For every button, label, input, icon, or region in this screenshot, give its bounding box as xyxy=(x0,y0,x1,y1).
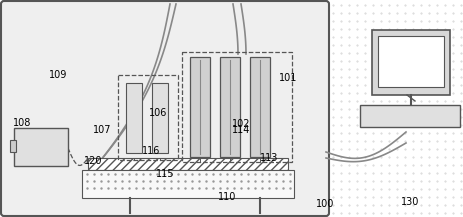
Text: 130: 130 xyxy=(400,197,419,207)
Bar xyxy=(250,57,269,157)
Text: 110: 110 xyxy=(218,192,236,202)
Bar xyxy=(82,170,294,198)
Bar xyxy=(219,57,239,157)
Bar xyxy=(371,30,449,95)
Bar xyxy=(10,140,16,152)
Text: 116: 116 xyxy=(141,146,160,156)
Bar xyxy=(14,128,68,166)
Bar xyxy=(377,36,443,87)
Text: 109: 109 xyxy=(49,70,67,80)
Text: 120: 120 xyxy=(83,156,102,166)
Text: 107: 107 xyxy=(93,125,111,135)
FancyBboxPatch shape xyxy=(1,1,328,216)
Bar xyxy=(189,57,210,157)
Bar xyxy=(181,52,291,162)
Text: 102: 102 xyxy=(232,119,250,129)
Bar xyxy=(359,105,459,127)
Text: 114: 114 xyxy=(232,125,250,135)
Text: 113: 113 xyxy=(259,153,278,163)
Bar xyxy=(88,158,288,170)
Text: 100: 100 xyxy=(315,199,333,209)
Bar xyxy=(126,83,142,153)
Text: 115: 115 xyxy=(155,169,174,179)
Bar xyxy=(118,75,178,160)
Text: 101: 101 xyxy=(278,73,296,83)
Bar xyxy=(152,83,168,153)
Text: 106: 106 xyxy=(148,108,167,118)
Text: 108: 108 xyxy=(13,118,31,128)
